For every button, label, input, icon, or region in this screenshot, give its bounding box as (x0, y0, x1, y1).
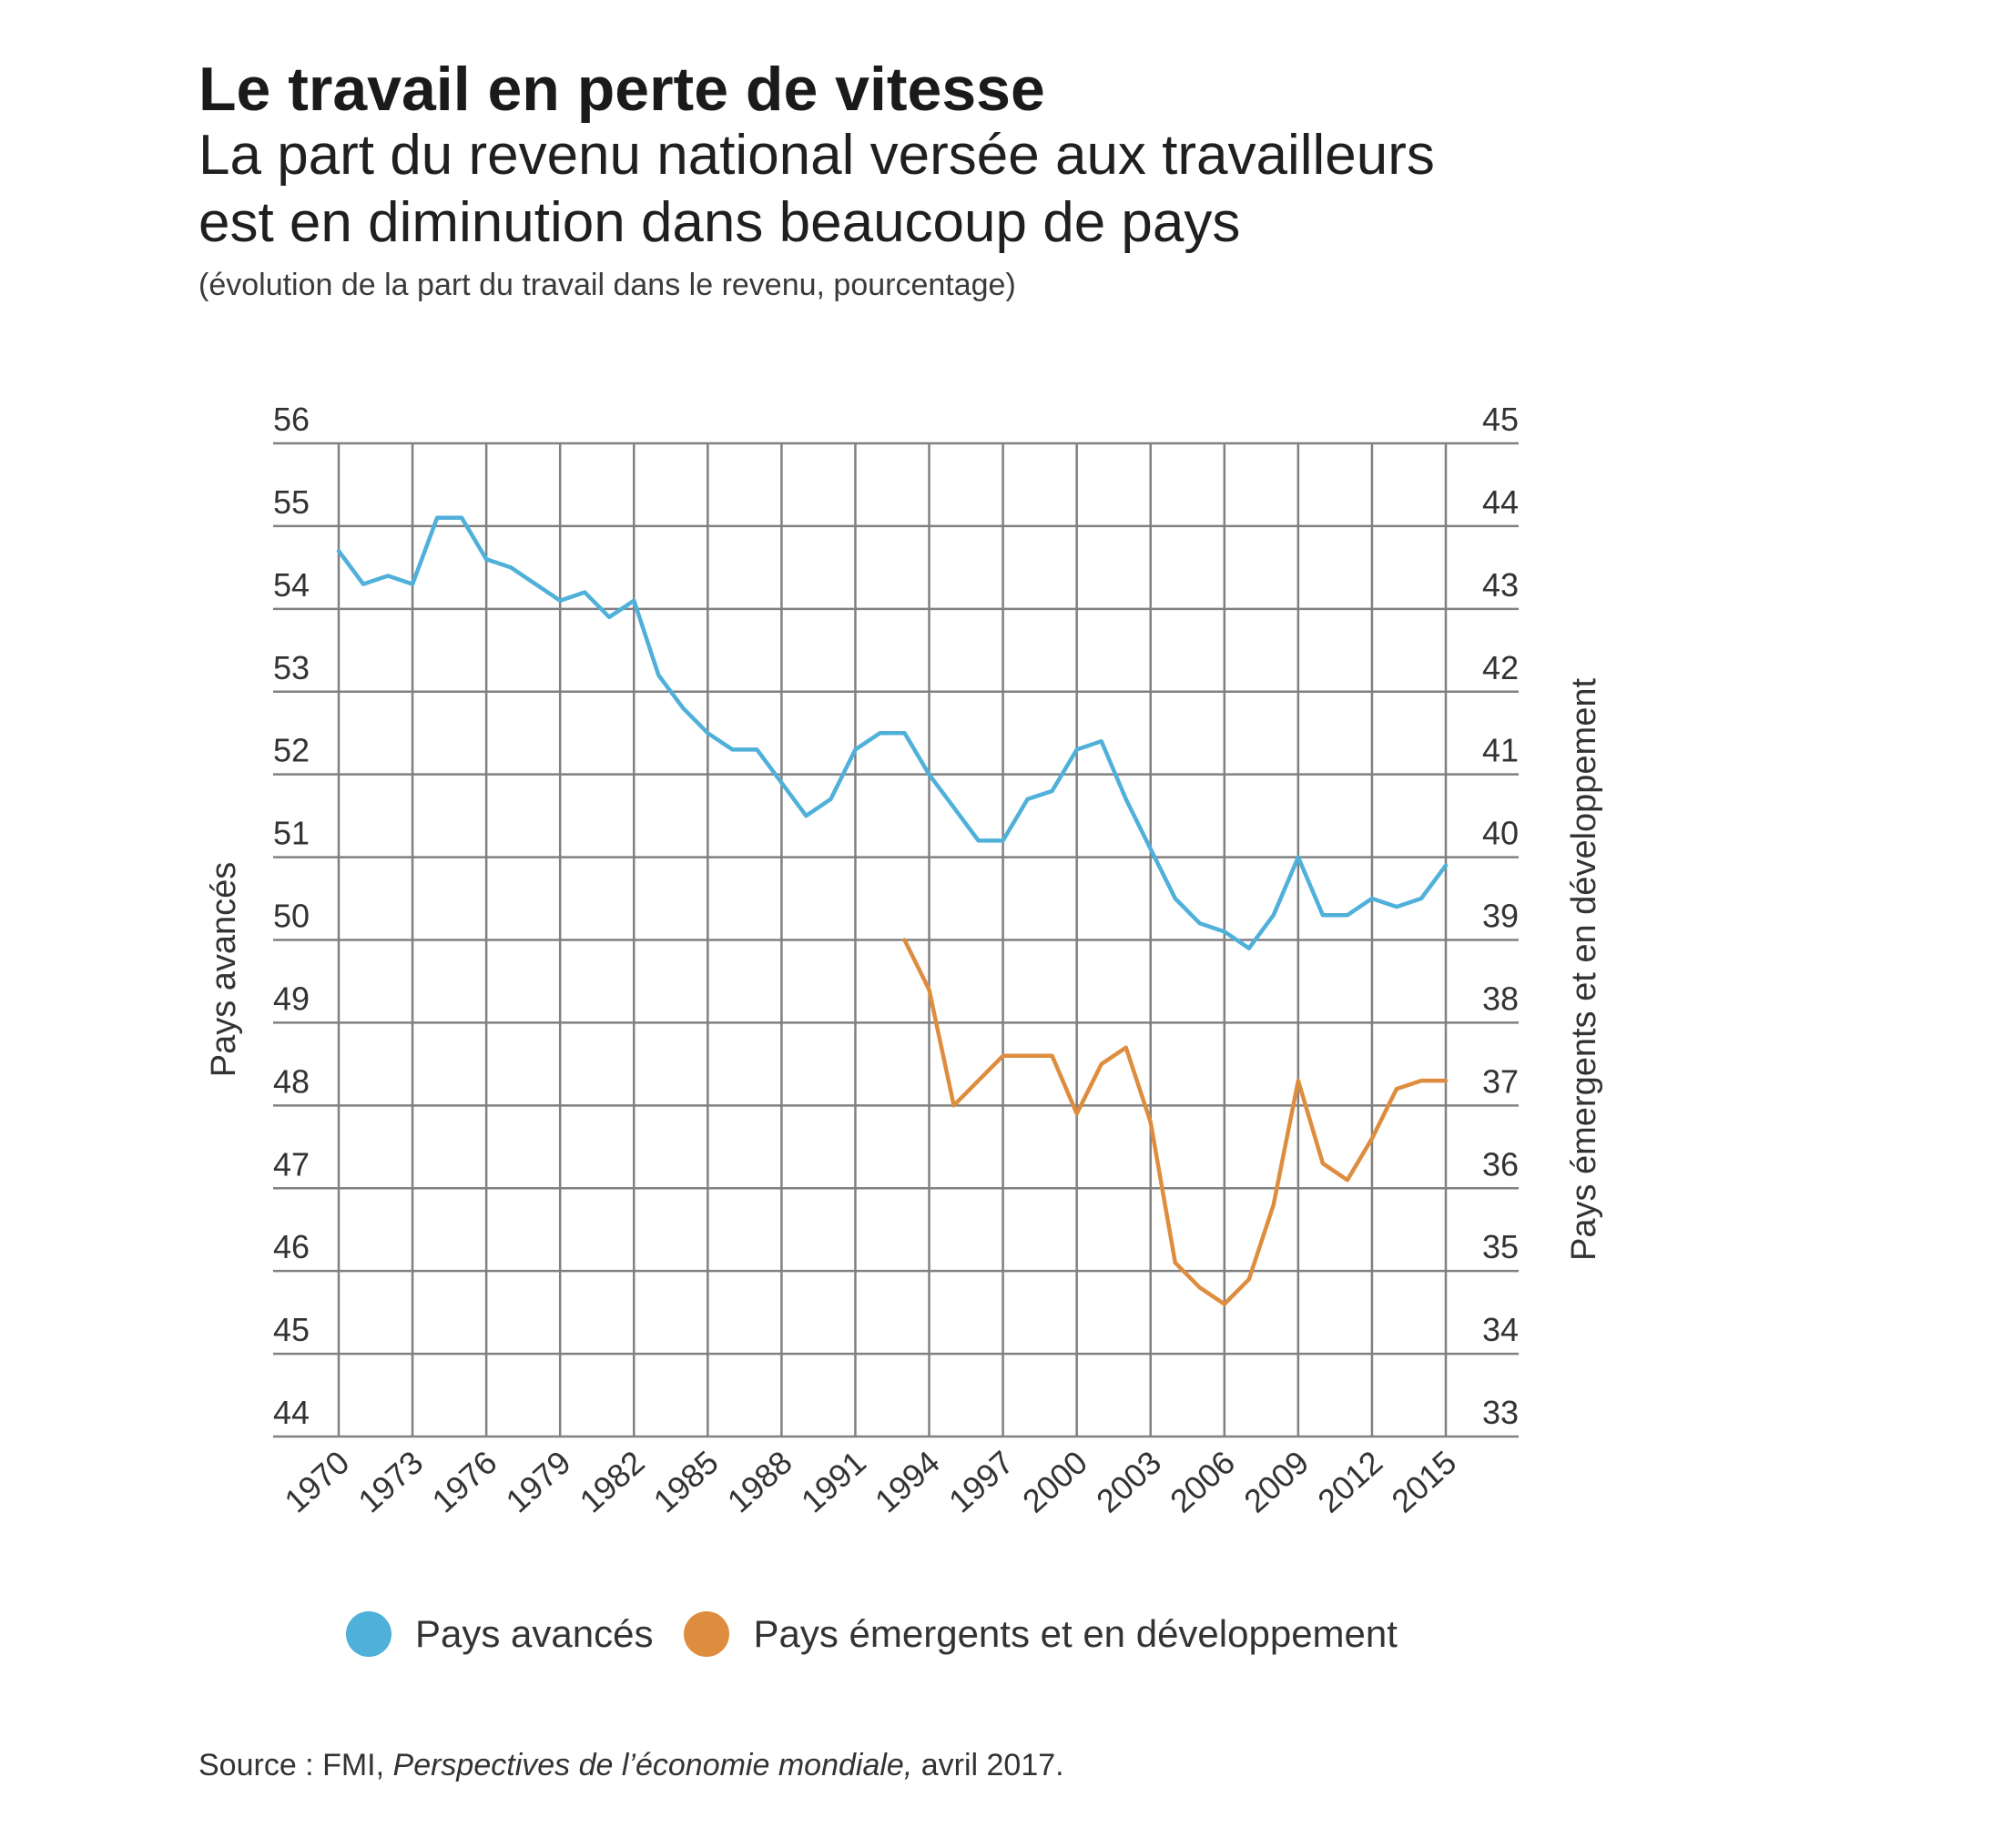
right-tick-label: 39 (1482, 898, 1519, 935)
legend-label-advanced: Pays avancés (415, 1612, 654, 1655)
left-tick-label: 50 (273, 898, 310, 935)
legend-label-emerging: Pays émergents et en développement (753, 1612, 1398, 1655)
x-tick-label: 2006 (1163, 1443, 1242, 1519)
left-tick-label: 44 (273, 1394, 310, 1431)
x-tick-label: 1997 (941, 1443, 1021, 1519)
x-tick-label: 2009 (1236, 1443, 1316, 1519)
source-prefix: Source : FMI, (198, 1748, 385, 1782)
left-tick-label: 47 (273, 1145, 310, 1183)
source-date: avril 2017. (920, 1748, 1064, 1782)
line-chart: 56 55 54 53 52 51 50 49 48 47 46 45 44 45 44 43 42 41 40 3… (205, 401, 1603, 1520)
x-tick-label: 1988 (720, 1443, 799, 1519)
right-tick-label: 38 (1482, 980, 1519, 1017)
left-tick-label: 54 (273, 566, 310, 604)
right-tick-label: 35 (1482, 1228, 1519, 1265)
left-tick-label: 56 (273, 401, 310, 438)
right-axis-label: Pays émergents et en développement (1565, 678, 1603, 1262)
left-axis-ticks: 56 55 54 53 52 51 50 49 48 47 46 45 44 (273, 401, 310, 1431)
right-tick-label: 37 (1482, 1062, 1519, 1100)
left-axis-label: Pays avancés (205, 862, 243, 1078)
legend-item-advanced: Pays avancés (346, 1611, 653, 1657)
x-tick-label: 1970 (277, 1443, 356, 1519)
right-tick-label: 33 (1482, 1394, 1519, 1431)
chart-note: (évolution de la part du travail dans le… (198, 268, 1016, 302)
grid (273, 442, 1519, 1438)
x-tick-label: 1985 (646, 1443, 726, 1519)
left-tick-label: 46 (273, 1228, 310, 1265)
left-tick-label: 55 (273, 483, 310, 521)
subtitle-line-1: La part du revenu national versée aux tr… (198, 124, 1435, 187)
right-tick-label: 43 (1482, 566, 1519, 604)
right-tick-label: 40 (1482, 815, 1519, 852)
right-tick-label: 41 (1482, 732, 1519, 769)
legend-marker-emerging (684, 1611, 730, 1657)
left-tick-label: 45 (273, 1311, 310, 1348)
right-tick-label: 34 (1482, 1311, 1519, 1348)
x-tick-label: 2000 (1015, 1443, 1094, 1519)
right-tick-label: 44 (1482, 483, 1519, 521)
left-tick-label: 52 (273, 732, 310, 769)
series-line-advanced (336, 515, 1449, 950)
right-tick-label: 45 (1482, 401, 1519, 438)
series-group (336, 515, 1449, 1306)
right-tick-label: 42 (1482, 649, 1519, 686)
left-tick-label: 53 (273, 649, 310, 686)
x-tick-label: 2003 (1089, 1443, 1168, 1519)
legend: Pays avancés Pays émergents et en dévelo… (346, 1611, 1429, 1657)
left-tick-label: 51 (273, 815, 310, 852)
x-tick-label: 2015 (1384, 1443, 1463, 1519)
right-tick-label: 36 (1482, 1145, 1519, 1183)
legend-item-emerging: Pays émergents et en développement (684, 1611, 1398, 1657)
source-publication: Perspectives de l’économie mondiale, (392, 1748, 913, 1782)
legend-marker-advanced (346, 1611, 391, 1657)
x-tick-label: 1973 (351, 1443, 430, 1519)
x-tick-label: 1982 (573, 1443, 652, 1519)
source-note: Source : FMI, Perspectives de l’économie… (198, 1748, 1064, 1783)
x-tick-label: 2012 (1310, 1443, 1389, 1519)
x-tick-label: 1994 (868, 1443, 947, 1519)
chart-title: Le travail en perte de vitesse (198, 55, 1045, 124)
left-tick-label: 48 (273, 1062, 310, 1100)
right-axis-ticks: 45 44 43 42 41 40 39 38 37 36 35 34 33 (1482, 401, 1519, 1431)
subtitle-line-2: est en diminution dans beaucoup de pays (198, 191, 1241, 254)
series-line-emerging (902, 938, 1449, 1306)
chart-subtitle: La part du revenu national versée aux tr… (198, 122, 1435, 257)
left-tick-label: 49 (273, 980, 310, 1017)
x-tick-label: 1979 (499, 1443, 578, 1519)
x-axis-ticks: 1970197319761979198219851988199119941997… (277, 1443, 1463, 1519)
x-tick-label: 1991 (794, 1443, 873, 1519)
x-tick-label: 1976 (425, 1443, 504, 1519)
